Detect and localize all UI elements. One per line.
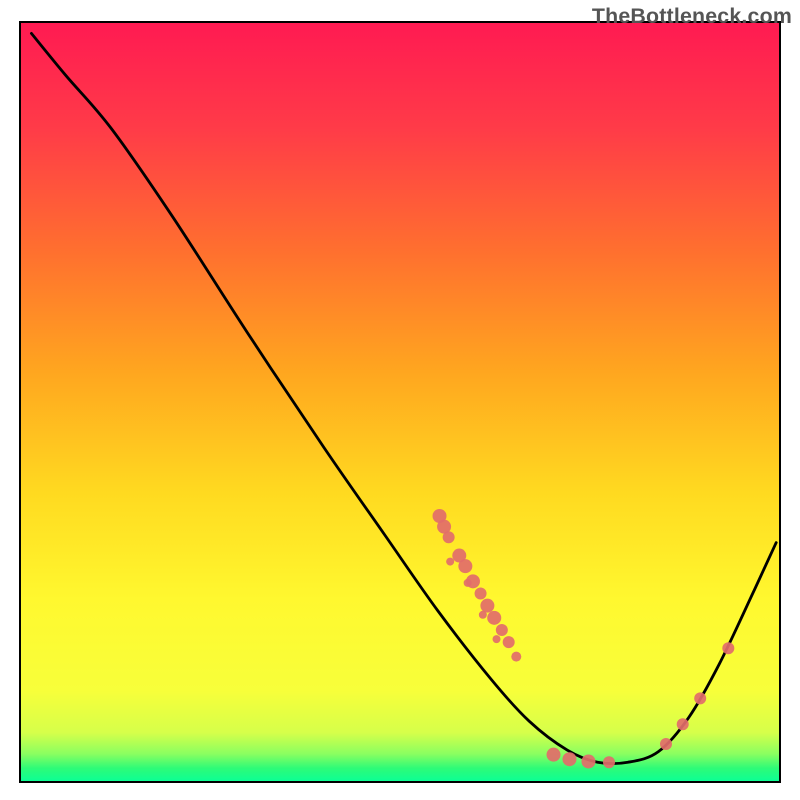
data-marker: [480, 599, 494, 613]
data-marker: [446, 558, 454, 566]
data-marker: [660, 738, 672, 750]
data-marker: [562, 752, 576, 766]
data-marker: [493, 635, 501, 643]
data-marker: [496, 624, 508, 636]
data-marker: [511, 652, 521, 662]
data-marker: [458, 559, 472, 573]
data-marker: [603, 756, 615, 768]
data-marker: [475, 588, 487, 600]
chart-svg: [0, 0, 800, 800]
bottleneck-chart: TheBottleneck.com: [0, 0, 800, 800]
data-marker: [443, 531, 455, 543]
data-marker: [466, 574, 480, 588]
plot-background: [20, 22, 780, 782]
data-marker: [487, 611, 501, 625]
data-marker: [547, 748, 561, 762]
data-marker: [677, 718, 689, 730]
data-marker: [722, 642, 734, 654]
data-marker: [694, 692, 706, 704]
data-marker: [503, 636, 515, 648]
data-marker: [581, 754, 595, 768]
